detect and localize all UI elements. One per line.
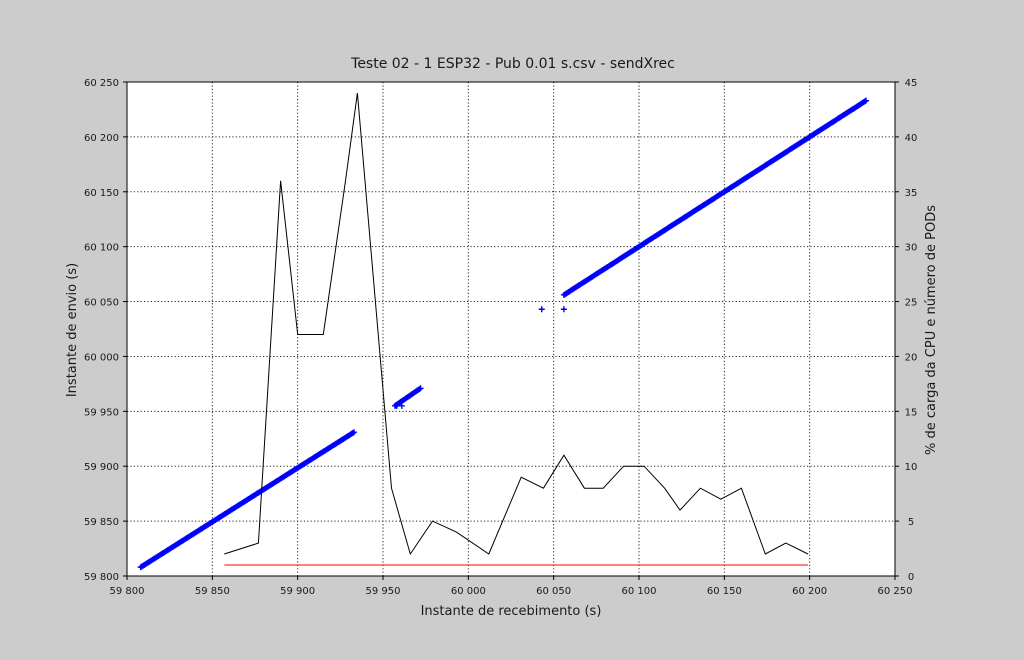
send-vs-receive-point: [393, 402, 400, 409]
x-axis-ticks: 59 800 59 850 59 900 59 950 60 000 60 050 60 1…: [110, 576, 913, 597]
send-vs-receive-point: [349, 429, 356, 436]
y-tick-label: 59 900: [84, 462, 119, 473]
send-vs-receive-point: [350, 429, 357, 436]
series-cpu-load-line: [224, 92, 809, 556]
series-send-vs-receive: [137, 97, 869, 571]
y2-tick-label: 0: [908, 572, 914, 583]
x-tick-label: 59 800: [110, 586, 145, 597]
y2-tick-label: 40: [905, 133, 918, 144]
y-tick-label: 60 200: [84, 133, 119, 144]
send-vs-receive-point: [417, 385, 424, 392]
x-tick-label: 59 850: [195, 586, 230, 597]
gridlines: [127, 82, 895, 576]
x-tick-label: 60 200: [792, 586, 827, 597]
y2-tick-label: 35: [905, 188, 918, 199]
send-vs-receive-point: [560, 306, 567, 313]
y2-tick-label: 20: [905, 352, 918, 363]
y-axis-label: Instante de envio (s): [65, 263, 80, 397]
y2-tick-label: 25: [905, 298, 918, 309]
y-tick-label: 60 100: [84, 243, 119, 254]
y2-tick-label: 45: [905, 78, 918, 89]
x-tick-label: 60 150: [707, 586, 742, 597]
x-tick-label: 60 000: [451, 586, 486, 597]
send-vs-receive-point: [862, 97, 869, 104]
y2-tick-label: 15: [905, 407, 918, 418]
series-layer: [137, 92, 869, 571]
y2-axis-ticks: 0 5 10 15 20 25 30 35 40 45: [895, 78, 917, 583]
y2-axis-label: % de carga da CPU e número de PODs: [924, 205, 939, 455]
x-tick-label: 60 050: [536, 586, 571, 597]
x-tick-label: 60 100: [622, 586, 657, 597]
send-vs-receive-point: [861, 98, 868, 105]
send-vs-receive-point: [398, 402, 405, 409]
y-tick-label: 59 850: [84, 517, 119, 528]
send-vs-receive-point: [416, 386, 423, 393]
y-axis-ticks: 59 800 59 850 59 900 59 950 60 000 60 050 60 1…: [84, 78, 127, 583]
x-tick-label: 59 950: [366, 586, 401, 597]
y2-tick-label: 10: [905, 462, 918, 473]
y2-tick-label: 30: [905, 243, 918, 254]
y-tick-label: 60 000: [84, 352, 119, 363]
y2-tick-label: 5: [908, 517, 914, 528]
y-tick-label: 60 250: [84, 78, 119, 89]
chart-title: Teste 02 - 1 ESP32 - Pub 0.01 s.csv - se…: [350, 56, 675, 72]
y-tick-label: 60 050: [84, 298, 119, 309]
y-tick-label: 59 800: [84, 572, 119, 583]
x-axis-label: Instante de recebimento (s): [421, 604, 602, 619]
x-tick-label: 60 250: [878, 586, 913, 597]
y-tick-label: 59 950: [84, 407, 119, 418]
x-tick-label: 59 900: [280, 586, 315, 597]
send-vs-receive-point: [538, 306, 545, 313]
y-tick-label: 60 150: [84, 188, 119, 199]
